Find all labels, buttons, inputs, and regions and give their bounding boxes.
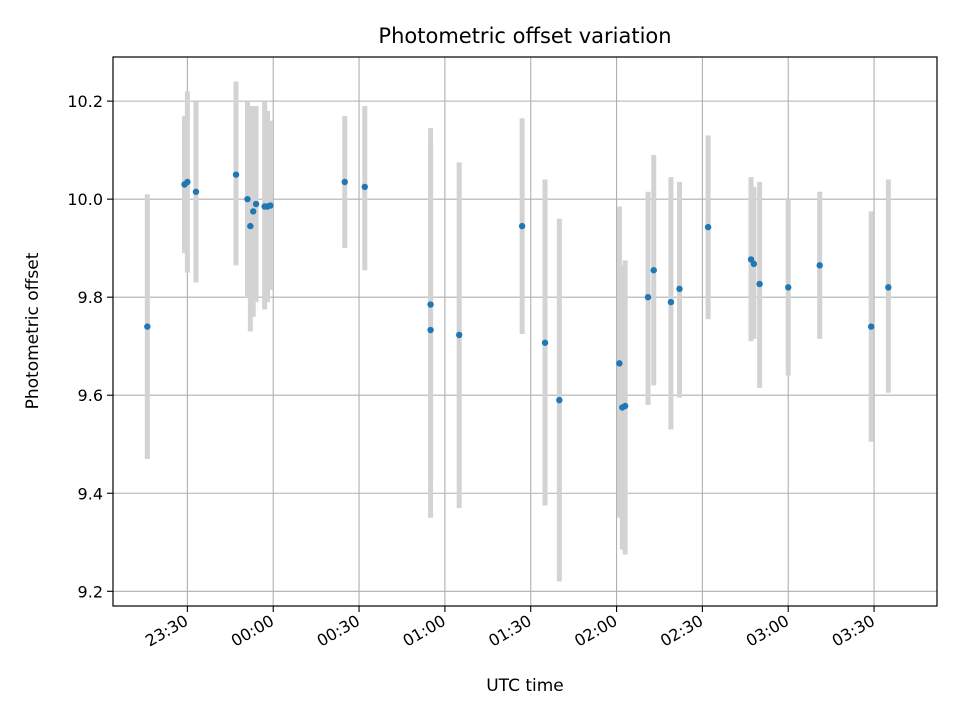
data-point	[756, 280, 763, 288]
data-point	[361, 183, 368, 191]
y-axis-label: Photometric offset	[23, 252, 43, 409]
data-point	[556, 396, 563, 404]
data-point	[247, 222, 254, 230]
data-point	[785, 284, 792, 291]
data-point	[704, 223, 712, 231]
data-point	[244, 195, 251, 203]
data-point	[650, 267, 657, 274]
data-point	[184, 178, 191, 186]
data-point	[252, 200, 260, 208]
data-point	[885, 284, 892, 291]
data-point	[267, 202, 274, 209]
plot-frame	[112, 56, 938, 607]
data-point	[621, 402, 629, 410]
data-point	[676, 285, 683, 293]
data-point	[616, 360, 623, 367]
data-point	[232, 171, 240, 178]
y-tick-label: 9.4	[78, 484, 103, 503]
data-point	[867, 323, 875, 330]
data-markers	[144, 171, 892, 411]
grid-lines	[113, 57, 937, 606]
x-axis-label: UTC time	[486, 676, 564, 696]
y-tick-label: 10.2	[67, 92, 103, 111]
data-point	[750, 260, 758, 268]
data-point	[427, 326, 434, 334]
data-point	[541, 339, 549, 346]
data-point	[518, 222, 526, 230]
y-tick-label: 9.2	[78, 582, 103, 601]
data-point	[644, 293, 652, 301]
data-point	[816, 262, 823, 269]
y-tick-label: 9.6	[78, 386, 103, 405]
data-point	[144, 323, 151, 330]
y-tick-label: 9.8	[78, 288, 103, 307]
data-point	[455, 331, 463, 339]
y-axis-ticks: 9.2 9.4 9.6 9.8 10.0 10.2	[67, 92, 113, 601]
data-point	[341, 178, 348, 186]
data-point	[667, 298, 675, 306]
chart-title: Photometric offset variation	[378, 24, 671, 48]
data-point	[249, 208, 257, 215]
y-tick-label: 10.0	[67, 190, 103, 209]
data-point	[427, 301, 434, 308]
data-point	[192, 188, 200, 195]
